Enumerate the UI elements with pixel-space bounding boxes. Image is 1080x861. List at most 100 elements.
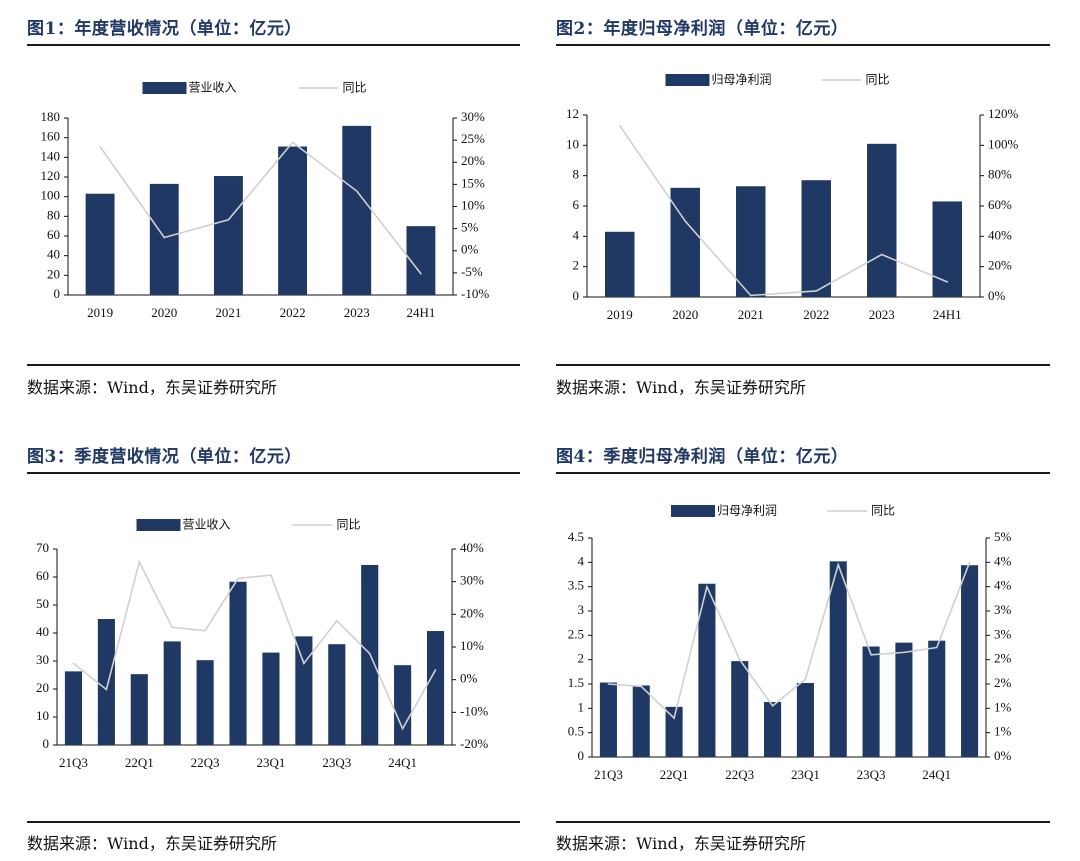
yoy-point	[138, 561, 141, 563]
chart-quarterly-net-profit: 0 0.5 1 1.5 2 2.5 3 3.5 4 4.5 0% 1% 1% 2% 2% 3% 3% 4% 4% 5%…	[568, 504, 1012, 782]
yoy-point	[420, 272, 422, 275]
y-tick-label-right: -5%	[461, 264, 483, 279]
bar	[605, 231, 635, 297]
y-tick-label-right: 30%	[460, 573, 484, 588]
x-tick-label: 2021	[215, 305, 241, 320]
y-tick-label-right: 40%	[460, 540, 484, 555]
x-tick-label: 2019	[607, 307, 633, 322]
legend-line-label: 同比	[871, 504, 895, 518]
y-tick-label-right: 40%	[988, 227, 1012, 242]
y-tick-label-left: 1	[578, 699, 585, 714]
y-tick-label-left: 3.5	[568, 578, 584, 593]
bar	[85, 193, 115, 295]
yoy-point	[434, 669, 437, 671]
yoy-point	[355, 190, 358, 192]
y-tick-label-right: 3%	[994, 626, 1012, 641]
title-divider	[27, 472, 520, 474]
y-tick-label-left: 70	[36, 540, 49, 555]
bar	[229, 581, 247, 745]
yoy-point	[880, 253, 883, 256]
yoy-point	[706, 585, 708, 588]
x-tick-label: 2020	[672, 307, 698, 322]
chart-annual-revenue: 0 20 40 60 80 100 120 140 160 180 -10% -5% 0% 5% 10% 15…	[41, 81, 490, 320]
y-tick-label-left: 1.5	[568, 675, 584, 690]
yoy-point	[99, 145, 101, 148]
y-tick-label-right: 120%	[988, 106, 1019, 121]
panel-quarterly-revenue: 图3：季度营收情况（单位：亿元） 0 10 20 30 40 50 60 70 -20% -10%…	[27, 430, 520, 860]
y-tick-label-right: 80%	[988, 167, 1012, 182]
yoy-line	[619, 125, 948, 297]
y-tick-label-left: 0	[54, 286, 61, 301]
yoy-point	[673, 717, 675, 719]
yoy-line	[72, 559, 437, 731]
yoy-point	[72, 662, 75, 665]
bar	[342, 125, 372, 295]
source-divider	[556, 821, 1050, 823]
yoy-point	[607, 683, 610, 685]
y-tick-label-right: -10%	[460, 703, 488, 718]
y-tick-label-left: 0	[578, 748, 585, 763]
bar	[862, 646, 880, 757]
y-tick-label-right: -10%	[461, 286, 489, 301]
yoy-point	[804, 678, 807, 680]
source-note: 数据来源：Wind，东吴证券研究所	[556, 834, 806, 853]
y-tick-label-right: 15%	[461, 175, 485, 190]
source-note: 数据来源：Wind，东吴证券研究所	[556, 378, 806, 397]
legend-line-label: 同比	[866, 73, 890, 87]
chart-title: 图4：季度归母净利润（单位：亿元）	[556, 447, 849, 467]
y-tick-label-left: 60	[47, 227, 60, 242]
y-tick-label-left: 4	[573, 227, 580, 242]
bar	[64, 671, 83, 745]
source-divider	[556, 364, 1050, 366]
bar	[932, 201, 962, 297]
y-tick-label-right: 4%	[994, 578, 1012, 593]
y-tick-label-right: 4%	[994, 553, 1012, 568]
bar	[764, 702, 782, 757]
bar	[731, 661, 749, 757]
y-tick-label-right: 0%	[460, 671, 478, 686]
y-tick-label-left: 0	[43, 736, 50, 751]
yoy-point	[368, 652, 371, 655]
bar	[961, 565, 979, 757]
y-tick-label-right: 3%	[994, 602, 1012, 617]
legend-line-label: 同比	[337, 518, 361, 532]
y-tick-label-left: 80	[47, 207, 60, 222]
yoy-point	[171, 626, 174, 629]
bar	[97, 619, 115, 745]
title-divider	[556, 472, 1050, 474]
yoy-point	[935, 646, 938, 649]
y-tick-label-left: 6	[573, 197, 580, 212]
y-tick-label-right: 1%	[994, 699, 1012, 714]
bar	[328, 644, 346, 745]
bar	[163, 641, 181, 745]
y-tick-label-right: -20%	[460, 736, 488, 751]
source-note: 数据来源：Wind，东吴证券研究所	[27, 378, 277, 397]
y-tick-label-right: 25%	[461, 131, 485, 146]
y-tick-label-right: 20%	[460, 605, 484, 620]
yoy-point	[303, 662, 305, 665]
bar	[867, 143, 897, 297]
x-tick-label: 2023	[869, 307, 895, 322]
panel-annual-revenue: 图1：年度营收情况（单位：亿元） 0 20 40 60 80 100 120 140 160 18…	[27, 0, 520, 420]
yoy-point	[335, 620, 338, 622]
y-tick-label-left: 50	[36, 596, 49, 611]
x-tick-label: 22Q3	[191, 755, 220, 770]
bar	[801, 180, 831, 297]
x-tick-label: 24Q1	[388, 755, 417, 770]
y-tick-label-right: 2%	[994, 651, 1012, 666]
yoy-point	[837, 563, 840, 566]
y-tick-label-left: 2	[573, 258, 580, 273]
y-tick-label-left: 12	[566, 106, 579, 121]
yoy-point	[640, 685, 643, 688]
y-tick-label-left: 0	[573, 288, 580, 303]
yoy-point	[968, 561, 971, 564]
bar	[670, 187, 700, 297]
yoy-point	[903, 651, 905, 654]
legend-bar-swatch	[142, 82, 187, 94]
x-tick-label: 21Q3	[59, 755, 88, 770]
x-tick-label: 2019	[87, 305, 113, 320]
y-tick-label-left: 120	[41, 168, 61, 183]
yoy-point	[401, 727, 404, 730]
x-tick-label: 23Q1	[791, 767, 820, 782]
